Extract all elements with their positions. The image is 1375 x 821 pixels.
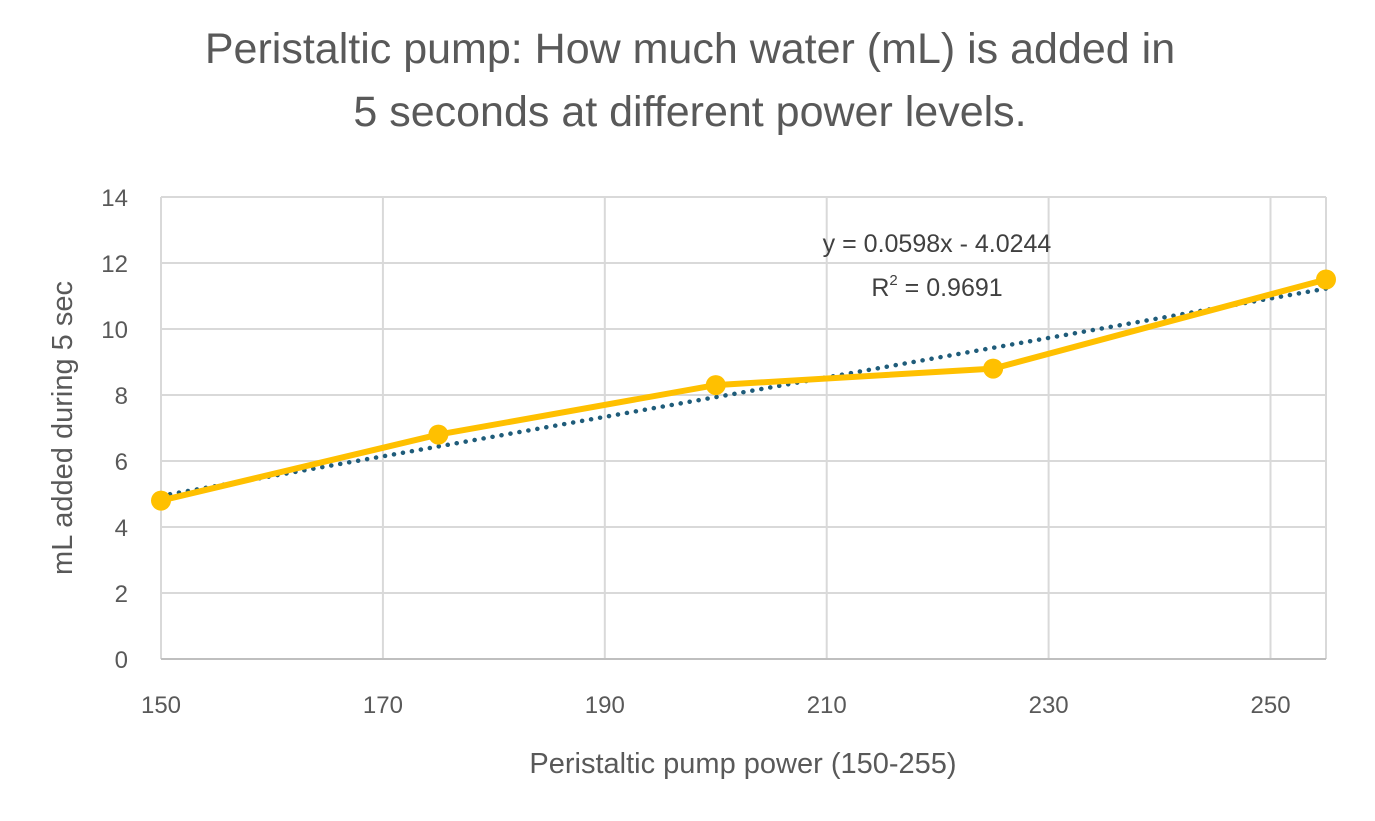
chart-title: Peristaltic pump: How much water (mL) is… [0,18,1375,144]
y-tick-label: 12 [101,251,128,278]
x-tick-label: 170 [363,692,403,719]
trendline-layer [158,286,1329,499]
x-axis-label: Peristaltic pump power (150-255) [529,748,956,780]
grid-layer [160,196,1327,660]
y-tick-label: 14 [101,185,128,212]
chart-title-line-2: 5 seconds at different power levels. [353,88,1027,136]
x-tick-label: 190 [585,692,625,719]
y-tick-label: 8 [115,383,128,410]
x-tick-label: 150 [141,692,181,719]
x-tick-label: 230 [1029,692,1069,719]
data-point [983,358,1004,379]
y-tick-label: 6 [115,449,128,476]
x-tick-label: 210 [807,692,847,719]
data-point [1316,269,1336,290]
data-point [428,424,449,445]
y-tick-label: 0 [115,647,128,674]
y-tick-label: 4 [115,515,128,542]
tick-label-layer: 0 2 4 6 8 10 12 14 150 170 190 210 230 250 [101,185,1290,719]
y-axis-label: mL added during 5 sec [47,281,79,575]
trendline-r-squared: R2 = 0.9691 [871,272,1002,302]
chart-title-line-1: Peristaltic pump: How much water (mL) is… [204,25,1176,73]
r2-superscript: 2 [889,272,897,289]
data-point [151,490,171,511]
r2-value: = 0.9691 [898,274,1003,302]
data-point [705,375,726,396]
y-tick-label: 10 [101,317,128,344]
series-layer [151,269,1336,511]
r2-prefix: R [871,274,889,302]
trendline-equation: y = 0.0598x - 4.0244 [823,230,1052,258]
y-tick-label: 2 [115,581,128,608]
x-tick-label: 250 [1251,692,1291,719]
trendline [158,286,1329,499]
